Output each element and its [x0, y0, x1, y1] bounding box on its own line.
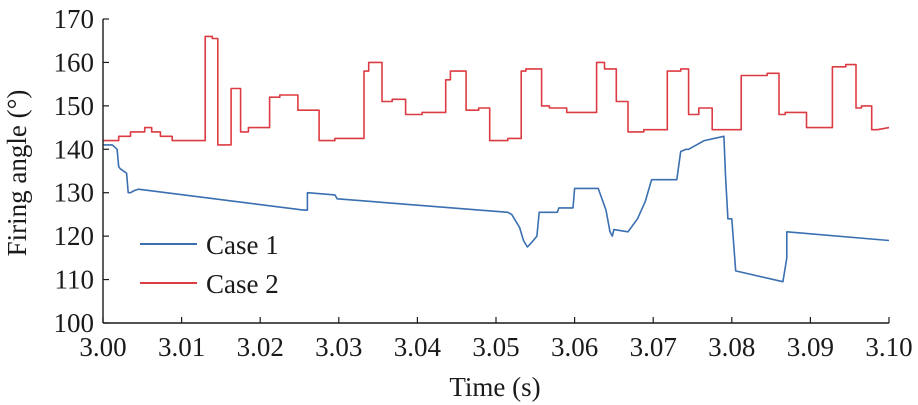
y-tick-label: 110: [55, 265, 95, 295]
y-axis-title: Firing angle (°): [2, 90, 32, 257]
x-axis-ticks: 3.00 3.01 3.02 3.03 3.04 3.05 3.06 3.07 3.08 3.09…: [79, 317, 913, 362]
y-tick-label: 170: [54, 4, 95, 34]
x-tick-label: 3.02: [237, 332, 284, 362]
x-tick-label: 3.09: [787, 332, 834, 362]
x-tick-label: 3.00: [79, 332, 126, 362]
x-tick-label: 3.05: [472, 332, 519, 362]
x-tick-label: 3.06: [551, 332, 598, 362]
x-axis-title: Time (s): [449, 372, 540, 402]
legend-label-case-2: Case 2: [206, 269, 279, 299]
x-tick-label: 3.04: [394, 332, 442, 362]
legend-label-case-1: Case 1: [206, 230, 279, 260]
y-tick-label: 140: [54, 134, 95, 164]
y-axis-ticks: 100 110 120 130 140 150 160 170: [54, 4, 109, 338]
x-tick-label: 3.07: [630, 332, 677, 362]
y-tick-label: 130: [54, 178, 95, 208]
y-tick-label: 100: [54, 308, 95, 338]
x-tick-label: 3.10: [865, 332, 912, 362]
plot-area: [103, 35, 890, 283]
y-tick-label: 120: [54, 221, 95, 251]
y-tick-label: 150: [54, 91, 95, 121]
x-tick-label: 3.01: [158, 332, 205, 362]
legend: Case 1 Case 2: [140, 230, 279, 299]
series-line-case-2: [103, 35, 890, 146]
x-tick-label: 3.03: [315, 332, 362, 362]
y-tick-label: 160: [54, 47, 95, 77]
series-line-case-1: [103, 135, 890, 283]
x-tick-label: 3.08: [708, 332, 755, 362]
